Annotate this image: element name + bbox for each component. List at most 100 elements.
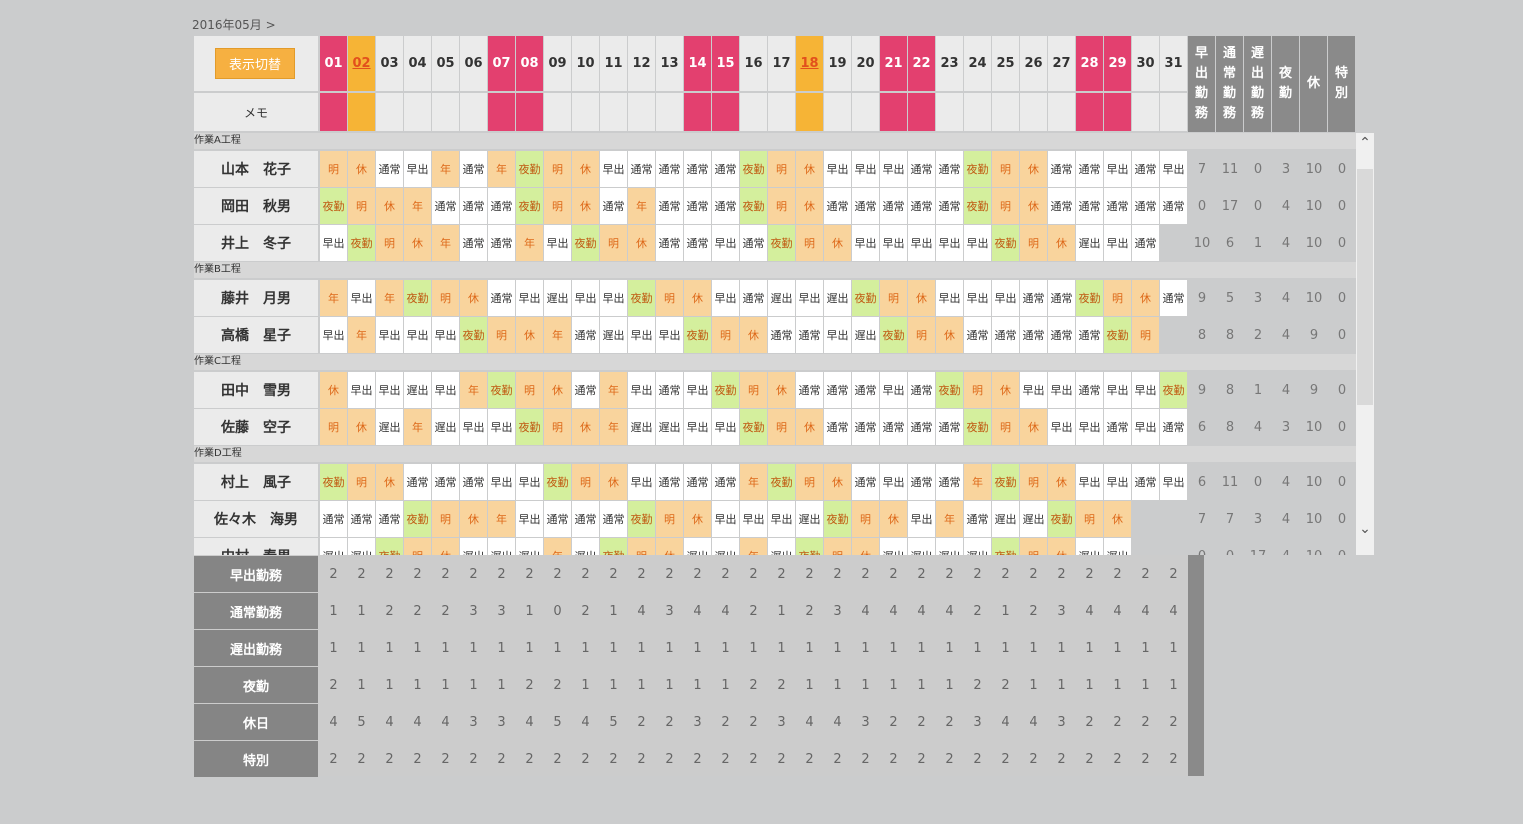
- shift-cell[interactable]: 早出: [712, 280, 739, 316]
- shift-cell[interactable]: 夜勤: [964, 151, 991, 187]
- shift-cell[interactable]: 早出: [824, 317, 851, 353]
- shift-cell[interactable]: 年: [740, 464, 767, 500]
- shift-cell[interactable]: 早出: [432, 317, 459, 353]
- shift-cell[interactable]: 夜勤: [964, 409, 991, 445]
- shift-cell[interactable]: 早出: [740, 501, 767, 537]
- shift-cell[interactable]: 通常: [1132, 225, 1159, 261]
- shift-cell[interactable]: 早出: [628, 464, 655, 500]
- shift-cell[interactable]: 通常: [964, 317, 991, 353]
- shift-cell[interactable]: 夜勤: [628, 501, 655, 537]
- shift-cell[interactable]: 休: [796, 409, 823, 445]
- memo-cell-20[interactable]: [852, 93, 879, 131]
- shift-cell[interactable]: 明: [656, 501, 683, 537]
- shift-cell[interactable]: 早出: [824, 151, 851, 187]
- shift-cell[interactable]: 夜勤: [964, 188, 991, 224]
- shift-cell[interactable]: 通常: [1160, 409, 1187, 445]
- shift-cell[interactable]: 夜勤: [460, 317, 487, 353]
- shift-cell[interactable]: 夜勤: [320, 464, 347, 500]
- shift-cell[interactable]: 早出: [880, 225, 907, 261]
- shift-cell[interactable]: 通常: [712, 464, 739, 500]
- shift-cell[interactable]: 明: [544, 409, 571, 445]
- shift-cell[interactable]: 明: [740, 372, 767, 408]
- shift-cell[interactable]: 夜勤: [992, 225, 1019, 261]
- shift-cell[interactable]: 休: [432, 538, 459, 555]
- shift-cell[interactable]: 遅出: [628, 409, 655, 445]
- shift-cell[interactable]: 早出: [348, 372, 375, 408]
- memo-cell-11[interactable]: [600, 93, 627, 131]
- shift-cell[interactable]: 早出: [880, 372, 907, 408]
- shift-cell[interactable]: 明: [432, 501, 459, 537]
- shift-cell[interactable]: 通常: [936, 151, 963, 187]
- shift-cell[interactable]: 遅出: [712, 538, 739, 555]
- shift-cell[interactable]: 早出: [684, 409, 711, 445]
- day-header-11[interactable]: 11: [600, 36, 627, 91]
- shift-cell[interactable]: 夜勤: [516, 409, 543, 445]
- shift-cell[interactable]: 明: [768, 409, 795, 445]
- memo-cell-14[interactable]: [684, 93, 711, 131]
- shift-cell[interactable]: 夜勤: [740, 409, 767, 445]
- day-header-04[interactable]: 04: [404, 36, 431, 91]
- day-header-27[interactable]: 27: [1048, 36, 1075, 91]
- shift-cell[interactable]: 明: [824, 538, 851, 555]
- shift-cell[interactable]: 休: [684, 501, 711, 537]
- shift-cell[interactable]: 早出: [1076, 409, 1103, 445]
- day-header-08[interactable]: 08: [516, 36, 543, 91]
- shift-cell[interactable]: 遅出: [1104, 538, 1131, 555]
- shift-cell[interactable]: 明: [992, 151, 1019, 187]
- shift-cell[interactable]: 休: [656, 538, 683, 555]
- shift-cell[interactable]: 夜勤: [992, 538, 1019, 555]
- shift-cell[interactable]: 休: [600, 464, 627, 500]
- shift-cell[interactable]: 早出: [348, 280, 375, 316]
- day-header-02[interactable]: 02: [348, 36, 375, 91]
- shift-cell[interactable]: 早出: [796, 280, 823, 316]
- shift-cell[interactable]: 早出: [460, 409, 487, 445]
- shift-cell[interactable]: 休: [908, 280, 935, 316]
- shift-cell[interactable]: 通常: [488, 225, 515, 261]
- shift-cell[interactable]: 通常: [460, 151, 487, 187]
- shift-cell[interactable]: 通常: [852, 409, 879, 445]
- shift-cell[interactable]: 早出: [432, 372, 459, 408]
- shift-cell[interactable]: 早出: [320, 225, 347, 261]
- memo-cell-21[interactable]: [880, 93, 907, 131]
- shift-cell[interactable]: 明: [404, 538, 431, 555]
- day-header-13[interactable]: 13: [656, 36, 683, 91]
- shift-cell[interactable]: 通常: [628, 151, 655, 187]
- day-header-23[interactable]: 23: [936, 36, 963, 91]
- day-header-16[interactable]: 16: [740, 36, 767, 91]
- shift-cell[interactable]: 遅出: [488, 538, 515, 555]
- shift-cell[interactable]: 通常: [936, 464, 963, 500]
- shift-cell[interactable]: 通常: [908, 188, 935, 224]
- shift-cell[interactable]: 早出: [404, 317, 431, 353]
- shift-cell[interactable]: 早出: [1132, 409, 1159, 445]
- day-header-29[interactable]: 29: [1104, 36, 1131, 91]
- shift-cell[interactable]: 年: [488, 501, 515, 537]
- shift-cell[interactable]: 通常: [488, 280, 515, 316]
- shift-cell[interactable]: 通常: [796, 317, 823, 353]
- shift-cell[interactable]: 通常: [936, 409, 963, 445]
- shift-cell[interactable]: 遅出: [796, 501, 823, 537]
- vertical-scrollbar[interactable]: ⌃ ⌄: [1356, 133, 1374, 555]
- shift-cell[interactable]: 年: [376, 280, 403, 316]
- shift-cell[interactable]: 通常: [376, 501, 403, 537]
- shift-cell[interactable]: 通常: [684, 151, 711, 187]
- shift-cell[interactable]: 年: [432, 151, 459, 187]
- shift-cell[interactable]: 通常: [684, 464, 711, 500]
- shift-cell[interactable]: 夜勤: [1048, 501, 1075, 537]
- shift-cell[interactable]: 夜勤: [684, 317, 711, 353]
- shift-cell[interactable]: 早出: [1076, 464, 1103, 500]
- day-header-24[interactable]: 24: [964, 36, 991, 91]
- shift-cell[interactable]: 早出: [1160, 464, 1187, 500]
- day-header-22[interactable]: 22: [908, 36, 935, 91]
- shift-cell[interactable]: 年: [404, 409, 431, 445]
- shift-cell[interactable]: 夜勤: [992, 464, 1019, 500]
- shift-cell[interactable]: 年: [544, 538, 571, 555]
- shift-cell[interactable]: 夜勤: [1160, 372, 1187, 408]
- shift-cell[interactable]: 年: [460, 372, 487, 408]
- shift-cell[interactable]: 通常: [1020, 280, 1047, 316]
- shift-cell[interactable]: 早出: [516, 464, 543, 500]
- shift-cell[interactable]: 通常: [600, 188, 627, 224]
- shift-cell[interactable]: 遅出: [1076, 538, 1103, 555]
- shift-cell[interactable]: 明: [544, 151, 571, 187]
- memo-cell-12[interactable]: [628, 93, 655, 131]
- shift-cell[interactable]: 年: [348, 317, 375, 353]
